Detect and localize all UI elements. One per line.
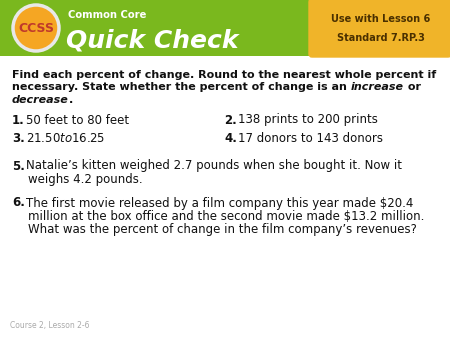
Text: Standard 7.RP.3: Standard 7.RP.3: [337, 33, 425, 43]
Text: 6.: 6.: [12, 196, 25, 210]
FancyBboxPatch shape: [309, 0, 450, 57]
Text: 50 feet to 80 feet: 50 feet to 80 feet: [26, 114, 129, 126]
Text: .: .: [69, 95, 73, 105]
Text: 4.: 4.: [224, 132, 237, 145]
Text: Use with Lesson 6: Use with Lesson 6: [331, 14, 431, 24]
Text: Natalie’s kitten weighed 2.7 pounds when she bought it. Now it: Natalie’s kitten weighed 2.7 pounds when…: [26, 160, 402, 172]
Text: CCSS: CCSS: [18, 23, 54, 35]
Text: 138 prints to 200 prints: 138 prints to 200 prints: [238, 114, 378, 126]
Text: Quick Check: Quick Check: [66, 29, 238, 53]
Text: 5.: 5.: [12, 160, 25, 172]
Text: 2.: 2.: [224, 114, 237, 126]
Text: million at the box office and the second movie made $13.2 million.: million at the box office and the second…: [28, 210, 424, 223]
Text: decrease: decrease: [12, 95, 69, 105]
Text: Find each percent of change. Round to the nearest whole percent if: Find each percent of change. Round to th…: [12, 70, 436, 80]
Text: The first movie released by a film company this year made $20.4: The first movie released by a film compa…: [26, 196, 414, 210]
Text: Course 2, Lesson 2-6: Course 2, Lesson 2-6: [10, 321, 90, 330]
Text: What was the percent of change in the film company’s revenues?: What was the percent of change in the fi…: [28, 223, 417, 237]
Text: or: or: [404, 82, 421, 93]
Text: necessary. State whether the percent of change is an: necessary. State whether the percent of …: [12, 82, 351, 93]
Text: Common Core: Common Core: [68, 10, 146, 20]
Text: weighs 4.2 pounds.: weighs 4.2 pounds.: [28, 173, 143, 186]
Text: 3.: 3.: [12, 132, 25, 145]
Bar: [0, 56, 450, 338]
Text: $21.50 to $16.25: $21.50 to $16.25: [26, 132, 105, 145]
Bar: [0, 0, 450, 56]
Text: 17 donors to 143 donors: 17 donors to 143 donors: [238, 132, 383, 145]
Text: 1.: 1.: [12, 114, 25, 126]
Circle shape: [13, 5, 59, 51]
Text: increase: increase: [351, 82, 404, 93]
